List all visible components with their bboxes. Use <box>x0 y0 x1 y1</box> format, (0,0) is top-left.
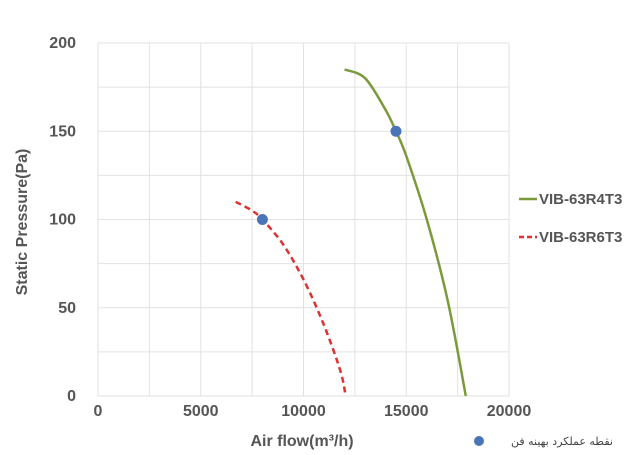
y-tick-label: 0 <box>67 388 76 405</box>
x-axis-title: Air flow(m³/h) <box>250 433 353 450</box>
optimal-point-legend-label: نقطه عملکرد بهینه فن <box>511 435 613 448</box>
x-tick-label: 10000 <box>281 403 326 420</box>
x-axis-ticks: 0 5000 10000 15000 20000 <box>94 403 532 420</box>
grid <box>97 42 510 397</box>
optimal-points <box>256 125 402 225</box>
optimal-point-marker <box>390 125 402 137</box>
y-axis-title: Static Pressure(Pa) <box>14 149 31 296</box>
y-tick-label: 150 <box>49 123 76 140</box>
series-line-vib-63r6t3 <box>235 200 347 397</box>
y-axis-ticks: 0 50 100 150 200 <box>49 35 76 405</box>
optimal-point-marker <box>256 214 268 225</box>
legend-label: VIB-63R4T3 <box>539 191 622 208</box>
series-lines <box>235 68 468 397</box>
optimal-point-legend-marker <box>474 436 484 446</box>
x-tick-label: 0 <box>94 403 103 420</box>
legend-label: VIB-63R6T3 <box>539 229 622 246</box>
series-line-vib-63r4t3 <box>344 68 468 397</box>
optimal-point-legend: نقطه عملکرد بهینه فن <box>474 435 613 448</box>
y-tick-label: 50 <box>58 300 76 317</box>
y-tick-label: 200 <box>49 35 76 52</box>
x-tick-label: 5000 <box>183 403 219 420</box>
y-tick-label: 100 <box>49 212 76 229</box>
x-tick-label: 15000 <box>384 403 429 420</box>
legend: VIB-63R4T3 VIB-63R6T3 <box>519 191 622 246</box>
x-tick-label: 20000 <box>487 403 532 420</box>
